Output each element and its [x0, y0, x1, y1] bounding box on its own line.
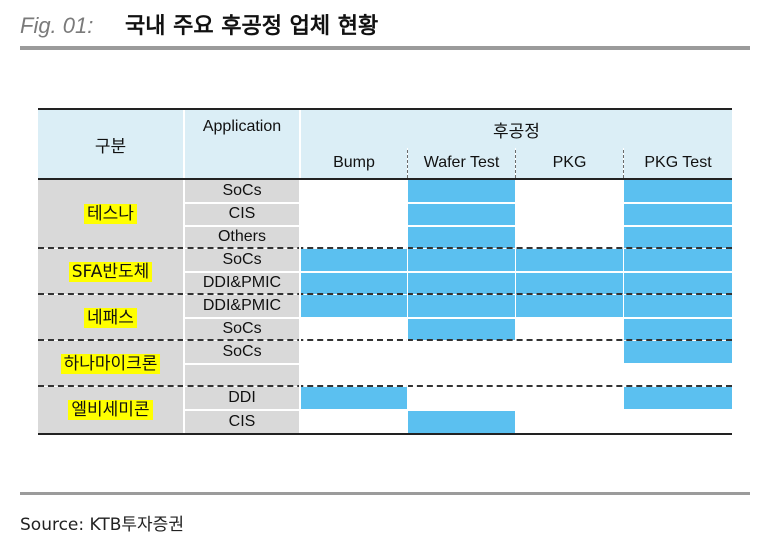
group-separator — [38, 247, 732, 249]
column-separator — [515, 180, 516, 433]
figure-label: Fig. 01: — [20, 13, 94, 38]
header-pkg-test-cell: PKG Test — [624, 148, 732, 178]
coverage-cell-filled — [408, 272, 515, 294]
app-label: DDI&PMIC — [202, 274, 282, 291]
company-name: 네패스 — [84, 307, 137, 328]
group-separator — [38, 339, 732, 341]
header-divider — [299, 110, 301, 178]
coverage-cell-filled — [624, 341, 732, 363]
app-label: DDI — [228, 389, 256, 406]
app-cell: DDI&PMIC — [185, 272, 299, 294]
bottom-rule — [20, 492, 750, 495]
app-cell: SoCs — [185, 180, 299, 202]
app-label: DDI&PMIC — [202, 297, 282, 314]
column-separator — [623, 180, 624, 433]
header-group-cell: 구분 — [38, 110, 183, 178]
app-cell: CIS — [185, 203, 299, 225]
company-name: SFA반도체 — [68, 261, 153, 282]
coverage-cell-filled — [301, 272, 407, 294]
column-separator — [183, 180, 185, 433]
company-cell-sfa: SFA반도체 — [38, 249, 183, 294]
company-cell-hana-micron: 하나마이크론 — [38, 341, 183, 386]
header-bump-label: Bump — [333, 154, 375, 171]
app-cell — [185, 364, 299, 386]
top-rule — [20, 46, 750, 50]
coverage-cell-filled — [408, 410, 515, 433]
row-separator — [185, 317, 732, 319]
header-process-cell: 후공정 — [301, 110, 732, 148]
coverage-cell-filled — [624, 272, 732, 294]
coverage-cell-filled — [408, 249, 515, 271]
coverage-cell-filled — [408, 203, 515, 225]
app-cell: SoCs — [185, 341, 299, 363]
app-cell: SoCs — [185, 249, 299, 271]
app-cell: Others — [185, 226, 299, 248]
app-label: SoCs — [222, 182, 262, 199]
header-dashed-divider — [407, 150, 408, 178]
header-process-label: 후공정 — [493, 121, 540, 142]
process-table: 구분 Application 후공정 Bump Wafer Test PKG P… — [38, 108, 732, 435]
app-label: SoCs — [222, 343, 262, 360]
coverage-cell-filled — [408, 226, 515, 248]
coverage-cell-filled — [301, 295, 407, 317]
header-app-cell: Application — [185, 110, 299, 178]
row-separator — [185, 271, 732, 273]
header-pkg-test-label: PKG Test — [644, 154, 712, 171]
header-bump-cell: Bump — [301, 148, 407, 178]
coverage-cell-filled — [624, 318, 732, 340]
source-note: Source: KTB투자증권 — [20, 515, 184, 535]
app-cell: DDI — [185, 387, 299, 409]
coverage-cell-filled — [624, 387, 732, 409]
header-dashed-divider — [515, 150, 516, 178]
company-name: 엘비세미콘 — [68, 400, 153, 420]
table-bottom-border — [38, 433, 732, 435]
app-label: SoCs — [222, 320, 262, 337]
coverage-cell-filled — [624, 249, 732, 271]
coverage-cell-filled — [408, 295, 515, 317]
app-label: Others — [217, 228, 266, 245]
header-dashed-divider — [623, 150, 624, 178]
coverage-cell-filled — [516, 272, 623, 294]
header-group-label: 구분 — [94, 136, 127, 157]
header-app-label: Application — [202, 118, 282, 135]
column-separator — [299, 180, 301, 433]
company-name: 테스나 — [84, 204, 137, 224]
group-separator — [38, 385, 732, 387]
group-separator — [38, 293, 732, 295]
coverage-cell-filled — [408, 180, 515, 202]
row-separator — [185, 363, 732, 365]
app-label: CIS — [228, 205, 256, 222]
company-cell-lb-semicon: 엘비세미콘 — [38, 387, 183, 433]
header-wafer-test-label: Wafer Test — [423, 154, 500, 171]
header-wafer-test-cell: Wafer Test — [408, 148, 515, 178]
row-separator — [185, 409, 732, 411]
app-label: CIS — [228, 412, 256, 430]
company-cell-tesna: 테스나 — [38, 180, 183, 248]
coverage-cell-filled — [624, 203, 732, 225]
coverage-cell-filled — [301, 249, 407, 271]
app-cell: DDI&PMIC — [185, 295, 299, 317]
header-bottom-border — [38, 178, 732, 180]
coverage-cell-filled — [301, 387, 407, 409]
app-label: SoCs — [222, 251, 262, 268]
coverage-cell-filled — [624, 180, 732, 202]
coverage-cell-filled — [624, 295, 732, 317]
figure-title: 국내 주요 후공정 업체 현황 — [125, 14, 379, 39]
row-separator — [185, 225, 732, 227]
figure-header: Fig. 01: 국내 주요 후공정 업체 현황 — [20, 8, 379, 39]
company-cell-nepes: 네패스 — [38, 295, 183, 340]
coverage-cell-filled — [516, 249, 623, 271]
company-name: 하나마이크론 — [60, 353, 161, 374]
column-separator — [407, 180, 408, 433]
header-pkg-cell: PKG — [516, 148, 623, 178]
coverage-cell-filled — [624, 226, 732, 248]
header-pkg-label: PKG — [552, 154, 587, 171]
app-cell: CIS — [185, 410, 299, 433]
coverage-cell-filled — [516, 295, 623, 317]
app-cell: SoCs — [185, 318, 299, 340]
row-separator — [185, 202, 732, 204]
table-top-border — [38, 108, 732, 110]
header-divider — [183, 110, 185, 178]
coverage-cell-filled — [408, 318, 515, 340]
